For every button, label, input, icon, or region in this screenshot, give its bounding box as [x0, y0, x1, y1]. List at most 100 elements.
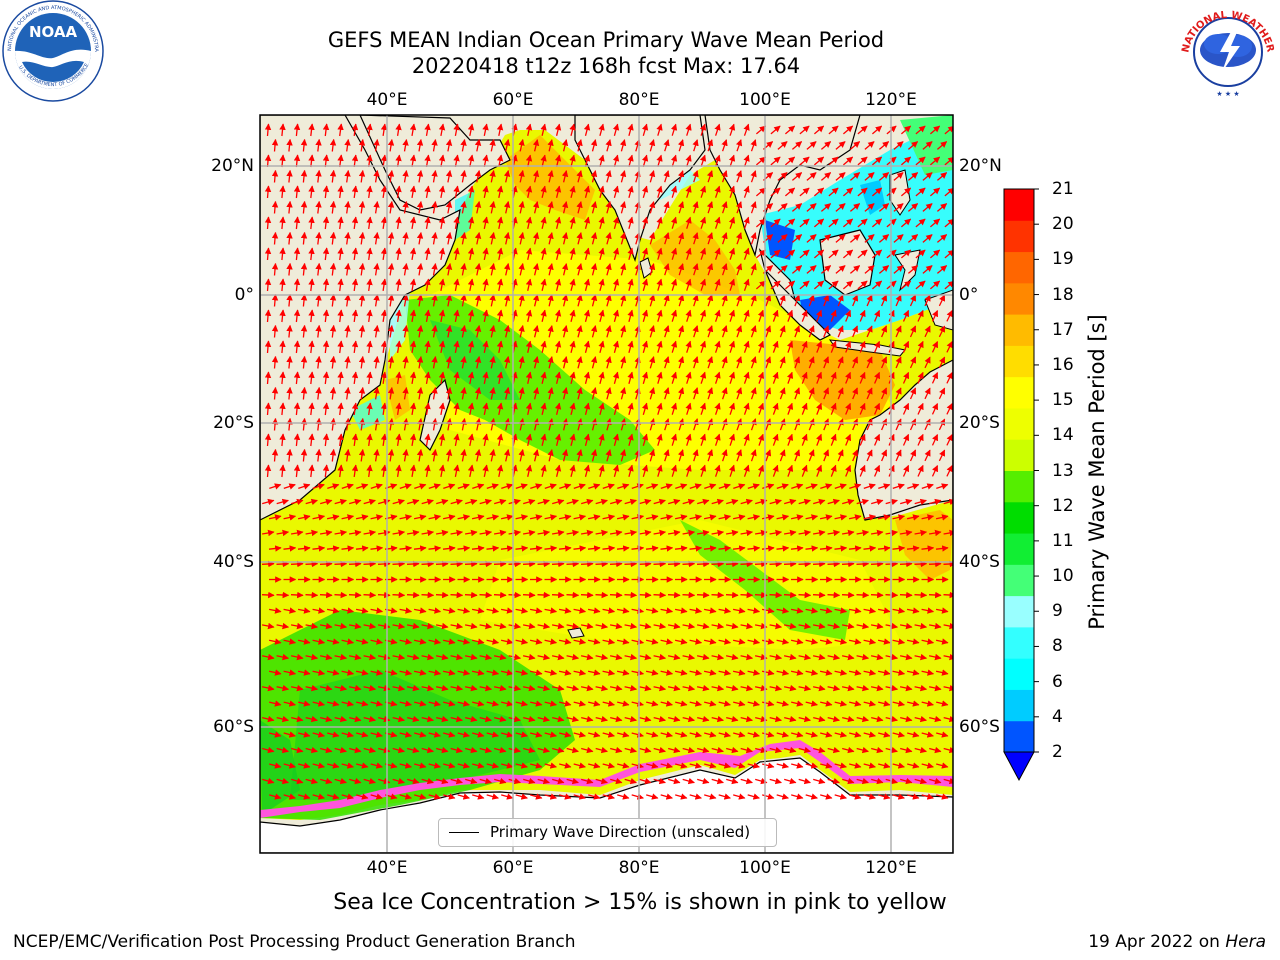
- wave-direction-arrow: [706, 263, 714, 276]
- wave-direction-arrow: [453, 154, 460, 168]
- wave-direction-arrow: [784, 125, 796, 135]
- wave-direction-arrow: [489, 138, 496, 152]
- wave-direction-arrow: [735, 232, 743, 245]
- wave-direction-arrow: [627, 247, 634, 260]
- colorbar-segment: [1004, 282, 1034, 315]
- wave-direction-arrow: [699, 123, 707, 136]
- wave-direction-arrow: [424, 309, 431, 323]
- wave-direction-arrow: [540, 154, 547, 167]
- wave-direction-arrow: [609, 591, 623, 599]
- wave-direction-arrow: [467, 247, 475, 261]
- wave-direction-arrow: [438, 247, 446, 261]
- wave-direction-arrow: [387, 231, 395, 245]
- wave-direction-arrow: [801, 309, 808, 322]
- wave-direction-arrow: [395, 309, 402, 322]
- wave-direction-arrow: [344, 293, 351, 307]
- wave-direction-arrow: [842, 218, 854, 228]
- wave-direction-arrow: [799, 249, 810, 259]
- wave-direction-arrow: [496, 154, 504, 168]
- wave-direction-arrow: [337, 185, 344, 199]
- lat-tick-right-0: 0°: [959, 285, 979, 305]
- wave-direction-arrow: [598, 216, 605, 229]
- wave-direction-arrow: [308, 185, 315, 199]
- wave-direction-arrow: [706, 170, 714, 183]
- wave-direction-arrow: [928, 591, 942, 599]
- wave-direction-arrow: [619, 232, 627, 245]
- wave-direction-arrow: [424, 216, 431, 230]
- wave-direction-arrow: [351, 154, 359, 167]
- wave-direction-arrow: [893, 234, 904, 243]
- wave-direction-arrow: [612, 278, 620, 291]
- wave-direction-arrow: [525, 247, 533, 260]
- colorbar-segment: [1004, 626, 1034, 659]
- wave-direction-arrow: [373, 293, 380, 307]
- colorbar-tick-label: 2: [1052, 742, 1063, 762]
- wave-direction-arrow: [783, 591, 797, 599]
- wave-direction-arrow: [813, 125, 825, 135]
- lat-tick-left-40s: 40°S: [213, 552, 254, 572]
- wave-direction-arrow: [537, 560, 551, 568]
- wave-direction-arrow: [750, 139, 757, 152]
- wave-direction-arrow: [450, 560, 464, 568]
- wave-direction-arrow: [685, 123, 692, 136]
- wave-direction-arrow: [914, 560, 928, 568]
- colorbar-segment: [1004, 376, 1034, 409]
- wave-direction-arrow: [791, 172, 803, 181]
- wave-direction-arrow: [871, 156, 883, 166]
- wave-direction-arrow: [518, 169, 525, 183]
- wave-direction-arrow: [864, 265, 875, 274]
- wave-direction-arrow: [387, 262, 395, 276]
- wave-direction-arrow: [300, 231, 308, 245]
- wave-direction-arrow: [395, 247, 402, 260]
- wave-direction-arrow: [424, 185, 431, 199]
- wave-direction-arrow: [791, 265, 803, 274]
- wave-direction-arrow: [856, 591, 870, 599]
- wave-direction-arrow: [315, 231, 322, 245]
- wave-direction-arrow: [871, 125, 883, 135]
- colorbar-segment: [1004, 189, 1034, 221]
- wave-direction-arrow: [474, 169, 482, 183]
- wave-direction-arrow: [271, 293, 279, 307]
- wave-direction-arrow: [493, 591, 507, 599]
- wave-direction-arrow: [743, 278, 750, 291]
- wave-direction-arrow: [460, 231, 467, 245]
- wave-direction-arrow: [554, 278, 562, 291]
- wave-direction-arrow: [576, 201, 583, 214]
- wave-direction-arrow: [656, 216, 663, 229]
- wave-direction-arrow: [561, 263, 569, 276]
- wave-direction-arrow: [300, 200, 308, 214]
- wave-direction-arrow: [609, 560, 623, 568]
- wave-direction-arrow: [435, 560, 449, 568]
- wave-direction-arrow: [907, 203, 919, 212]
- wave-direction-arrow: [380, 123, 388, 136]
- wave-direction-arrow: [358, 169, 366, 183]
- wave-direction-arrow: [329, 169, 337, 183]
- wave-direction-arrow: [857, 187, 868, 197]
- wave-direction-arrow: [406, 591, 420, 599]
- legend-line-sample: [449, 832, 479, 834]
- wave-direction-arrow: [837, 294, 844, 307]
- wave-direction-arrow: [735, 139, 743, 152]
- wave-direction-arrow: [503, 262, 511, 276]
- wave-direction-arrow: [344, 231, 351, 245]
- wave-direction-arrow: [791, 141, 803, 150]
- wave-direction-arrow: [377, 591, 391, 599]
- wave-direction-arrow: [583, 216, 591, 229]
- wave-direction-arrow: [627, 216, 634, 229]
- wave-direction-arrow: [402, 138, 409, 152]
- wave-direction-arrow: [402, 200, 409, 214]
- wave-direction-arrow: [728, 278, 736, 291]
- wave-direction-arrow: [315, 138, 322, 152]
- wave-direction-arrow: [813, 280, 825, 290]
- wave-direction-arrow: [445, 138, 453, 152]
- footer-credit: NCEP/EMC/Verification Post Processing Pr…: [13, 932, 576, 952]
- wave-direction-arrow: [922, 234, 933, 243]
- wave-direction-arrow: [750, 294, 757, 307]
- nws-logo: NATIONAL WEATHER SERVICE ★ ★ ★: [1176, 0, 1278, 102]
- wave-direction-arrow: [337, 123, 344, 137]
- wave-direction-arrow: [922, 203, 933, 212]
- wave-direction-arrow: [387, 169, 395, 183]
- wave-direction-arrow: [300, 293, 308, 307]
- wave-direction-arrow: [467, 185, 475, 199]
- wave-direction-arrow: [852, 294, 859, 307]
